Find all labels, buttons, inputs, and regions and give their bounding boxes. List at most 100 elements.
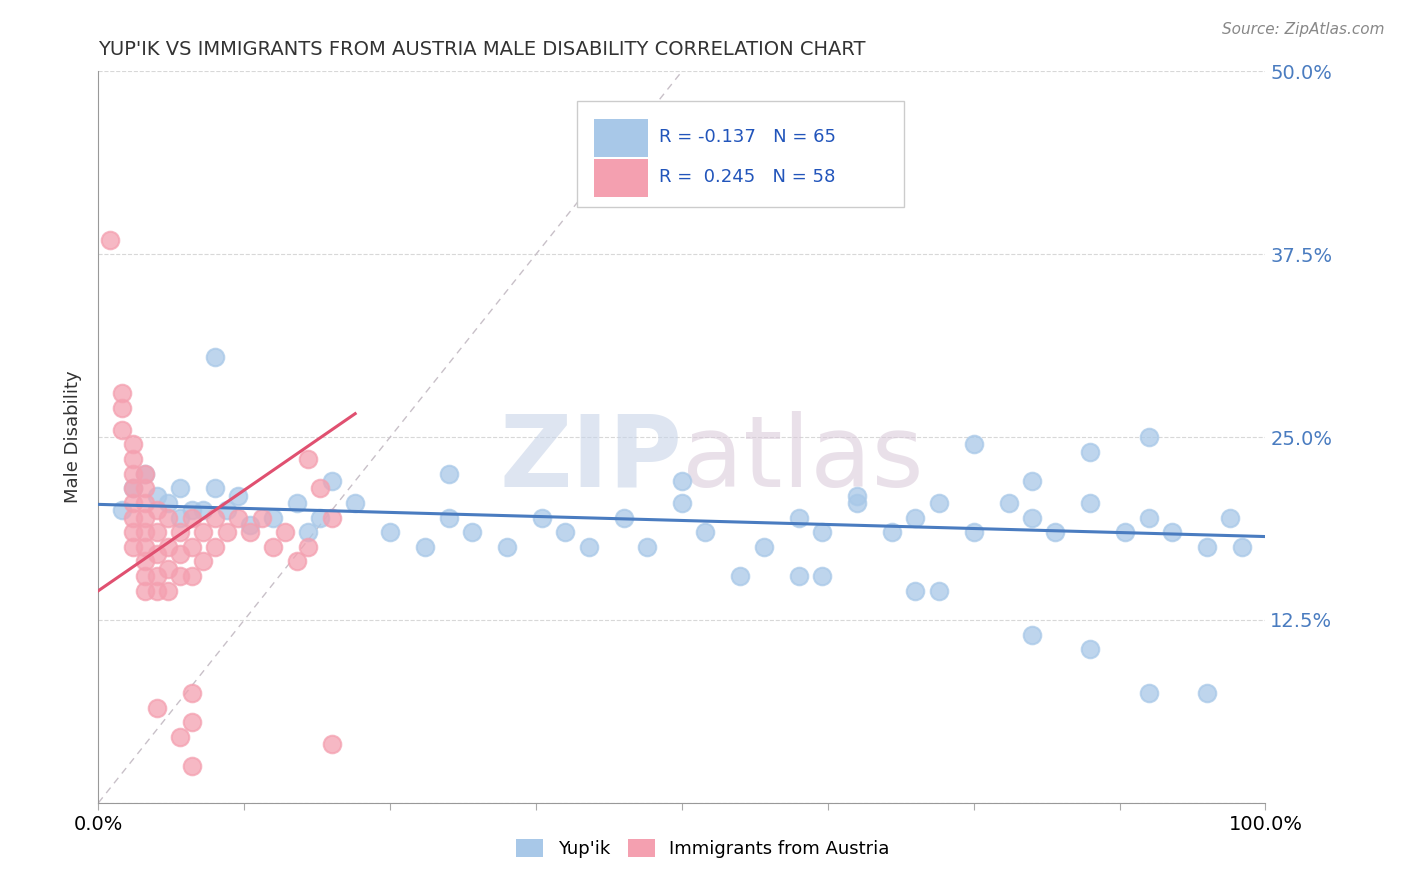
- Text: R = -0.137   N = 65: R = -0.137 N = 65: [658, 128, 835, 146]
- Point: [997, 496, 1019, 510]
- Point: [413, 540, 436, 554]
- Point: [134, 583, 156, 598]
- Point: [1137, 686, 1160, 700]
- Point: [1021, 510, 1043, 524]
- Point: [111, 423, 134, 437]
- Point: [904, 510, 927, 524]
- Point: [1114, 525, 1136, 540]
- Point: [250, 510, 273, 524]
- Point: [134, 496, 156, 510]
- Point: [180, 569, 202, 583]
- Point: [297, 540, 319, 554]
- Point: [636, 540, 658, 554]
- Point: [146, 503, 169, 517]
- Point: [122, 540, 145, 554]
- Point: [1161, 525, 1184, 540]
- Point: [122, 525, 145, 540]
- Point: [321, 510, 343, 524]
- Point: [134, 525, 156, 540]
- Point: [962, 525, 984, 540]
- Point: [122, 510, 145, 524]
- Point: [846, 496, 869, 510]
- Point: [262, 510, 284, 524]
- Point: [122, 496, 145, 510]
- Point: [146, 525, 169, 540]
- Point: [122, 467, 145, 481]
- Point: [752, 540, 775, 554]
- Point: [215, 525, 238, 540]
- Point: [122, 481, 145, 495]
- Point: [180, 715, 202, 730]
- Point: [787, 510, 810, 524]
- Point: [204, 540, 226, 554]
- Point: [811, 525, 834, 540]
- Point: [193, 554, 215, 568]
- Point: [111, 401, 134, 415]
- Point: [928, 496, 950, 510]
- Point: [134, 481, 156, 495]
- Point: [204, 510, 226, 524]
- Point: [695, 525, 717, 540]
- Point: [204, 481, 226, 495]
- Point: [180, 503, 202, 517]
- Point: [787, 569, 810, 583]
- Point: [344, 496, 367, 510]
- Point: [193, 503, 215, 517]
- Point: [962, 437, 984, 451]
- Point: [1219, 510, 1241, 524]
- Point: [928, 583, 950, 598]
- Point: [309, 510, 332, 524]
- Point: [122, 481, 145, 495]
- Point: [239, 517, 262, 532]
- Point: [437, 467, 460, 481]
- Text: atlas: atlas: [682, 410, 924, 508]
- Point: [1080, 642, 1102, 657]
- Point: [1080, 444, 1102, 458]
- Point: [437, 510, 460, 524]
- Point: [730, 569, 752, 583]
- Point: [262, 540, 284, 554]
- Point: [297, 525, 319, 540]
- Point: [321, 474, 343, 488]
- Point: [321, 737, 343, 751]
- Legend: Yup'ik, Immigrants from Austria: Yup'ik, Immigrants from Austria: [509, 831, 897, 865]
- Point: [554, 525, 576, 540]
- Point: [180, 510, 202, 524]
- Point: [285, 496, 308, 510]
- Point: [169, 569, 191, 583]
- Point: [134, 510, 156, 524]
- Point: [134, 554, 156, 568]
- Point: [1021, 627, 1043, 641]
- Point: [904, 583, 927, 598]
- Point: [146, 569, 169, 583]
- Point: [146, 489, 169, 503]
- FancyBboxPatch shape: [595, 119, 648, 157]
- Point: [169, 481, 191, 495]
- Text: Source: ZipAtlas.com: Source: ZipAtlas.com: [1222, 22, 1385, 37]
- Point: [228, 489, 250, 503]
- Point: [134, 569, 156, 583]
- Point: [134, 540, 156, 554]
- Text: YUP'IK VS IMMIGRANTS FROM AUSTRIA MALE DISABILITY CORRELATION CHART: YUP'IK VS IMMIGRANTS FROM AUSTRIA MALE D…: [98, 39, 866, 59]
- Point: [1045, 525, 1067, 540]
- Point: [880, 525, 903, 540]
- Point: [1080, 496, 1102, 510]
- Point: [1195, 540, 1218, 554]
- FancyBboxPatch shape: [595, 159, 648, 197]
- Point: [122, 452, 145, 467]
- FancyBboxPatch shape: [576, 101, 904, 207]
- Point: [215, 503, 238, 517]
- Text: R =  0.245   N = 58: R = 0.245 N = 58: [658, 169, 835, 186]
- Point: [169, 547, 191, 561]
- Point: [1021, 474, 1043, 488]
- Point: [274, 525, 297, 540]
- Point: [111, 386, 134, 401]
- Point: [98, 233, 121, 247]
- Point: [578, 540, 600, 554]
- Point: [157, 562, 180, 576]
- Point: [157, 540, 180, 554]
- Point: [228, 510, 250, 524]
- Point: [239, 525, 262, 540]
- Point: [671, 496, 693, 510]
- Point: [285, 554, 308, 568]
